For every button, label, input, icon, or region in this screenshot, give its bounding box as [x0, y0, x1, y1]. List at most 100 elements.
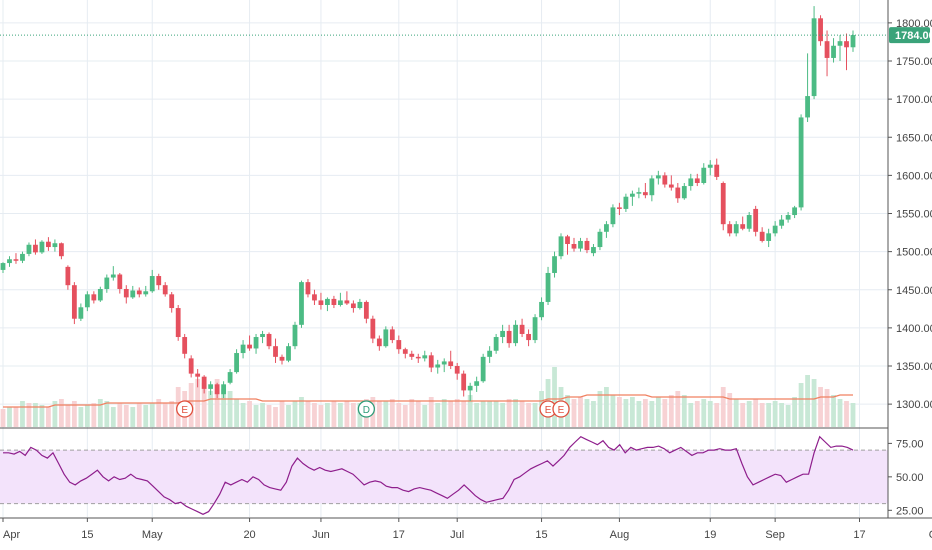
candle: [312, 289, 317, 305]
candle-body: [149, 276, 155, 292]
candle-body: [506, 330, 512, 344]
time-tick-label: May: [142, 529, 163, 541]
volume-bar: [584, 399, 590, 427]
volume-bar: [136, 403, 142, 427]
candle: [571, 237, 577, 252]
earnings-marker[interactable]: E: [176, 400, 194, 418]
candle-body: [350, 303, 356, 309]
volume-bar: [279, 401, 285, 427]
earnings-marker-circle: [552, 400, 570, 418]
time-tick-label: Oct: [929, 529, 932, 541]
time-tick-label: Jul: [450, 529, 464, 541]
candle-body: [792, 207, 798, 216]
candle-body: [52, 243, 58, 248]
candle-body: [227, 372, 233, 383]
volume-bar: [376, 401, 382, 427]
volume-bar: [318, 405, 324, 427]
candle-body: [772, 225, 778, 234]
candle: [623, 193, 629, 212]
volume-bar: [325, 403, 330, 427]
candle: [681, 183, 687, 200]
candle: [182, 333, 188, 359]
time-tick-label: 15: [535, 529, 547, 541]
time-tick-label: 17: [853, 529, 865, 541]
candle: [20, 251, 25, 264]
candle: [597, 228, 603, 251]
candle-body: [234, 353, 239, 373]
dividend-marker[interactable]: D: [357, 400, 376, 418]
candle-body: [701, 167, 707, 183]
candle-body: [110, 274, 116, 278]
volume-bar: [668, 395, 674, 427]
candle: [195, 369, 201, 388]
candle: [234, 349, 239, 374]
candle-body: [305, 282, 311, 295]
candle-body: [662, 175, 668, 185]
candle: [428, 352, 434, 373]
candle-body: [253, 337, 259, 349]
candle-body: [260, 333, 265, 338]
candle: [454, 362, 460, 380]
candle: [39, 240, 45, 254]
volume-bar: [604, 387, 609, 427]
candle-body: [753, 208, 759, 232]
price-tick-label: 1400.00: [896, 323, 932, 335]
volume-bar: [78, 407, 84, 427]
candle-body: [58, 243, 64, 257]
candle: [214, 382, 220, 399]
candle: [688, 173, 694, 191]
candle: [13, 253, 19, 264]
candle: [805, 53, 810, 122]
candle: [642, 183, 648, 199]
volume-bar: [273, 407, 278, 427]
volume-bar: [733, 399, 739, 427]
candle-body: [740, 224, 746, 229]
candle-body: [850, 35, 856, 48]
candle: [649, 175, 655, 202]
earnings-marker[interactable]: E: [552, 400, 570, 418]
candle: [149, 269, 155, 293]
candle: [422, 350, 428, 362]
volume-bar: [772, 401, 778, 427]
rsi-band: [0, 449, 888, 505]
candle-body: [97, 288, 103, 301]
candle-body: [526, 333, 531, 341]
candle-body: [46, 241, 51, 248]
candle: [162, 282, 168, 297]
candle: [117, 272, 123, 294]
candle: [331, 295, 337, 309]
candle: [156, 273, 162, 290]
candle-body: [376, 338, 382, 347]
candle-body: [811, 18, 817, 97]
candle: [707, 160, 713, 176]
volume-bar: [591, 401, 596, 427]
volume-bar: [467, 395, 473, 427]
candle: [604, 221, 609, 238]
candle: [344, 291, 350, 305]
candle-body: [266, 333, 272, 347]
candle: [785, 211, 791, 223]
volume-bar: [818, 387, 823, 427]
volume-bar: [513, 399, 518, 427]
volume-bar: [519, 401, 525, 427]
volume-bar: [740, 403, 746, 427]
candle: [338, 292, 343, 307]
candle-body: [766, 233, 772, 241]
candle: [727, 221, 733, 237]
candle-body: [312, 294, 317, 301]
candle: [292, 321, 298, 350]
candle-body: [591, 247, 596, 254]
volume-bar: [526, 403, 531, 427]
price-tick-label: 1550.00: [896, 209, 932, 221]
candle-body: [415, 356, 421, 359]
candle: [415, 353, 421, 363]
candle: [467, 382, 473, 402]
candle: [370, 315, 376, 344]
candle: [33, 239, 38, 255]
candle: [818, 15, 823, 46]
candle-body: [169, 294, 175, 309]
candle: [110, 266, 116, 281]
